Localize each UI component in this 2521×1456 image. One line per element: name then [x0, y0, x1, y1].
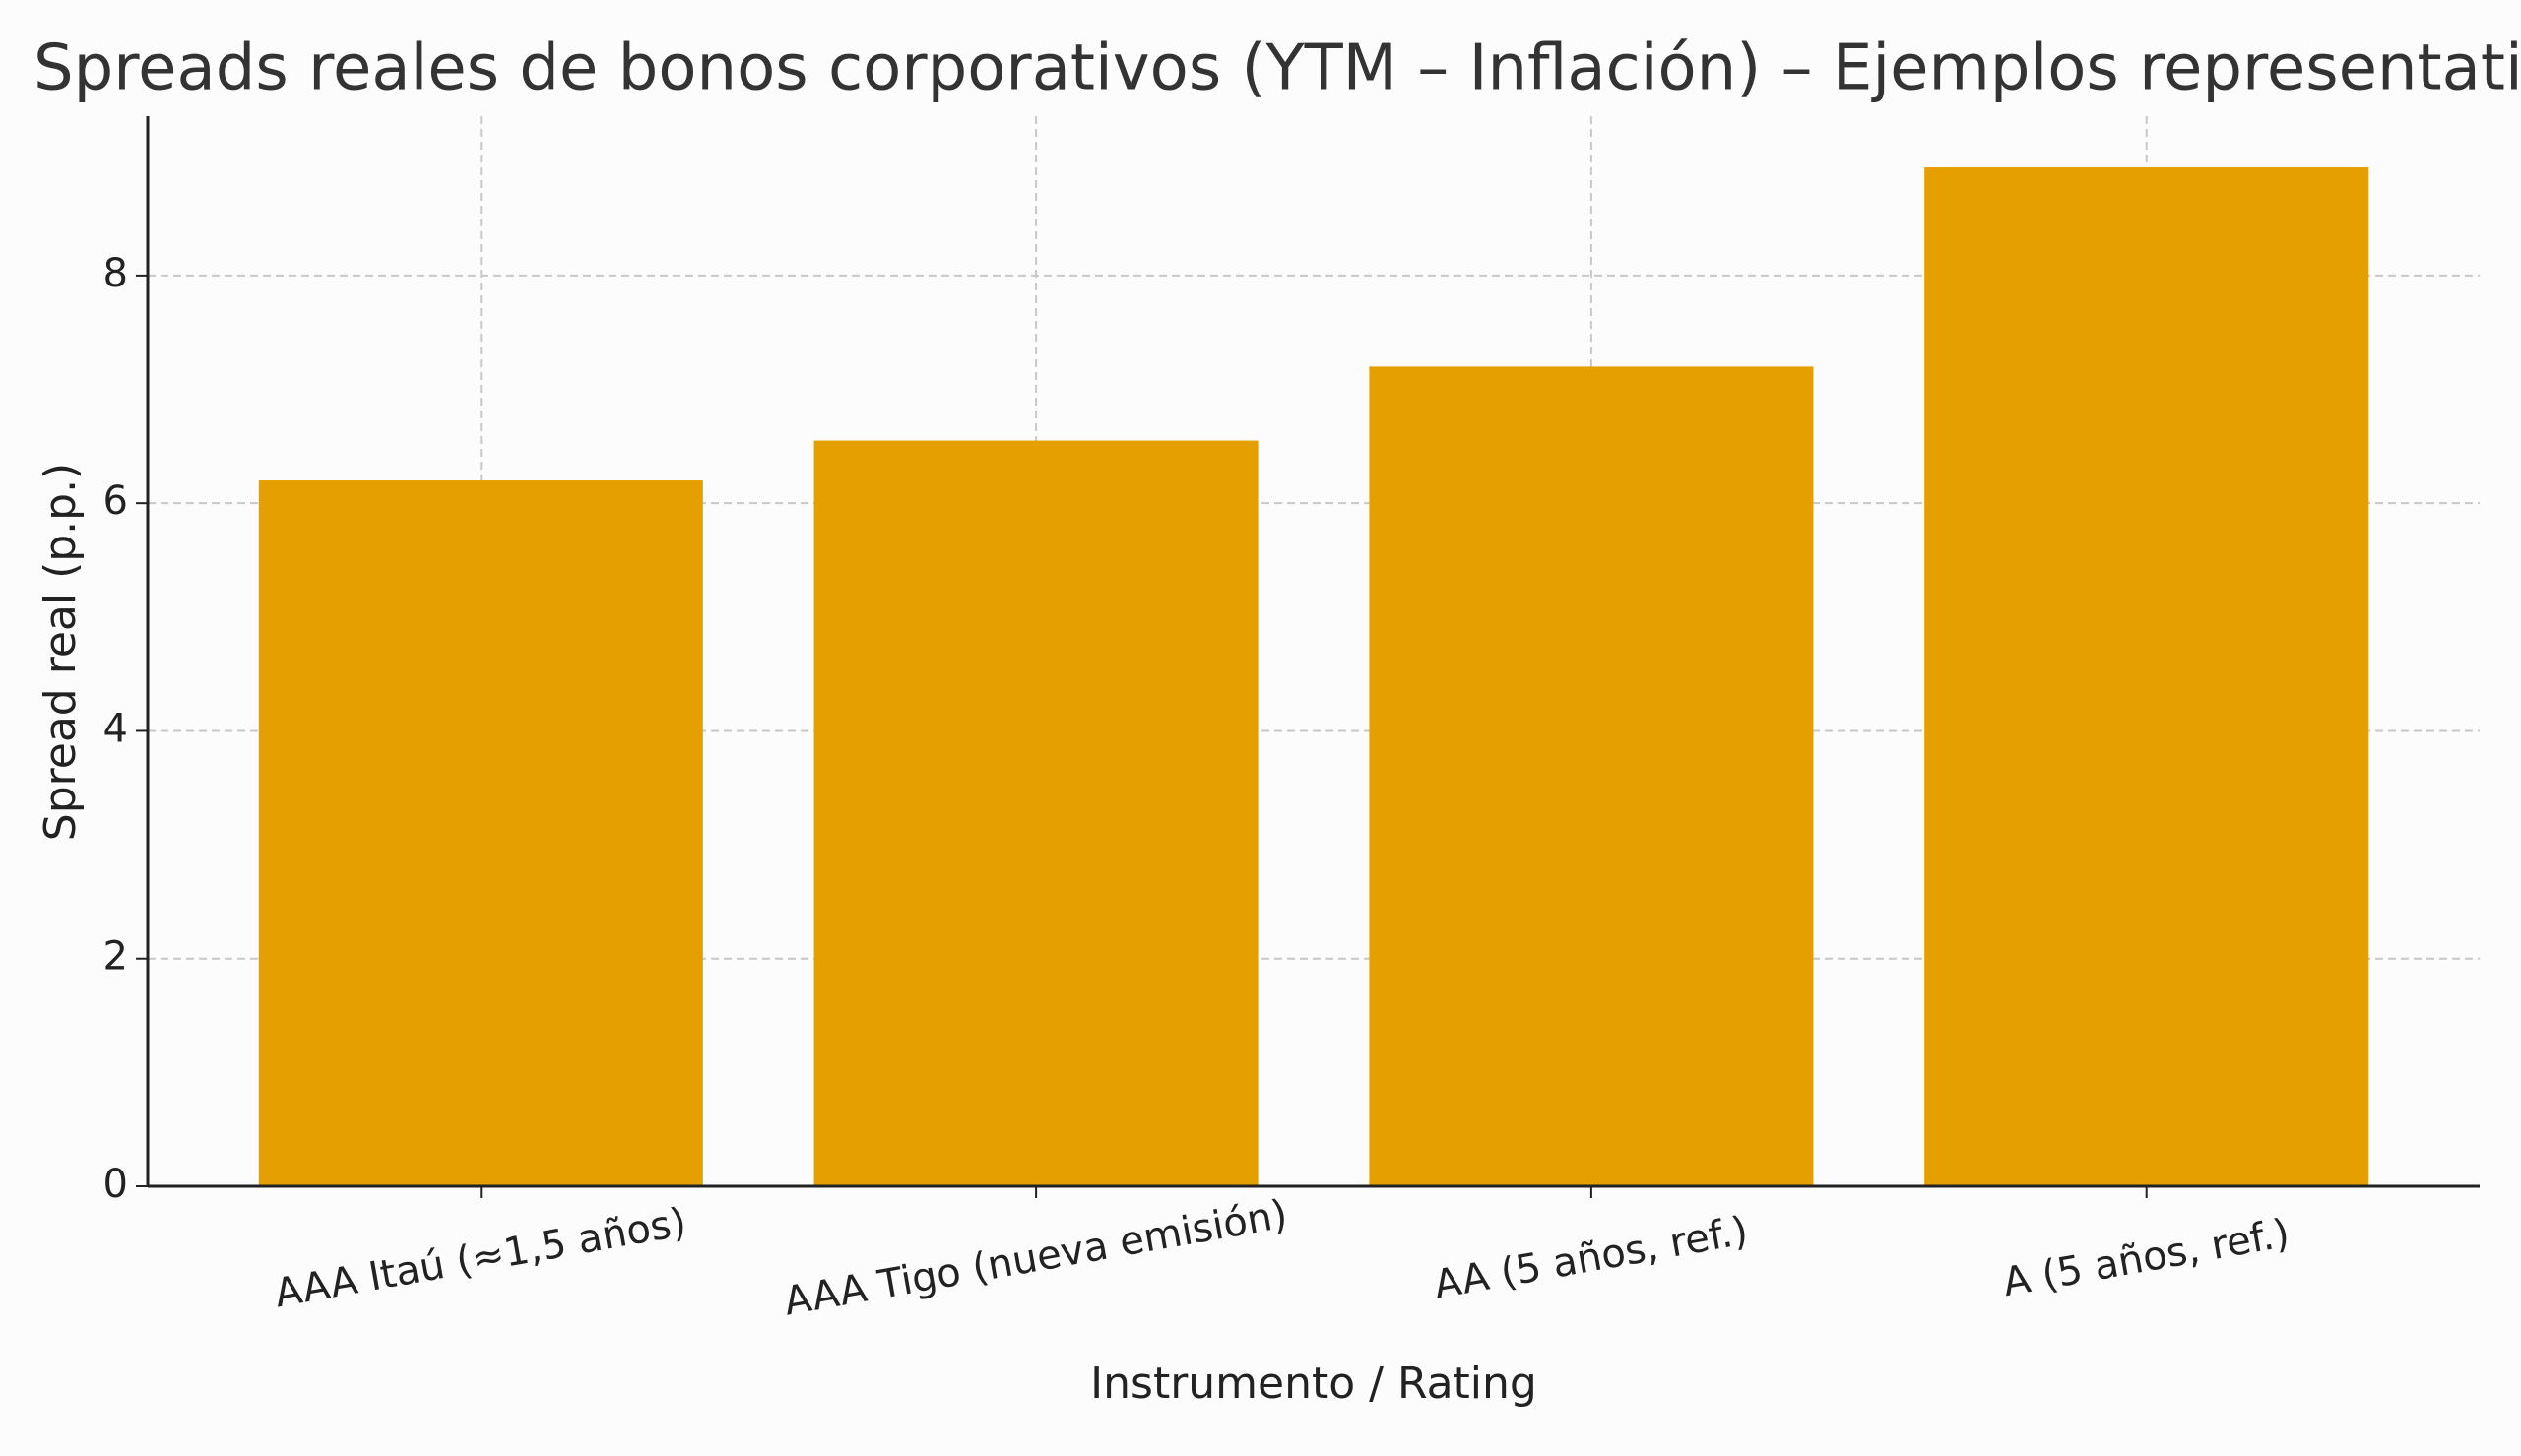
- bar: [1369, 366, 1814, 1186]
- y-axis-label: Spread real (p.p.): [35, 463, 86, 841]
- x-tick-label: A (5 años, ref.): [2000, 1211, 2294, 1305]
- bar: [1924, 167, 2369, 1186]
- bar: [258, 480, 703, 1186]
- x-tick-label: AAA Itaú (≈1,5 años): [271, 1200, 689, 1317]
- x-tick-label: AA (5 años, ref.): [1431, 1208, 1752, 1307]
- y-tick-label: 2: [103, 934, 128, 980]
- bar: [813, 440, 1259, 1186]
- x-axis-label: Instrumento / Rating: [1090, 1359, 1537, 1409]
- chart-title: Spreads reales de bonos corporativos (YT…: [33, 32, 2521, 105]
- y-tick-label: 4: [103, 706, 128, 751]
- y-tick-label: 8: [103, 251, 128, 296]
- y-tick-label: 0: [103, 1162, 128, 1207]
- y-tick-label: 6: [103, 478, 128, 524]
- x-tick-label: AAA Tigo (nueva emisión): [781, 1191, 1291, 1324]
